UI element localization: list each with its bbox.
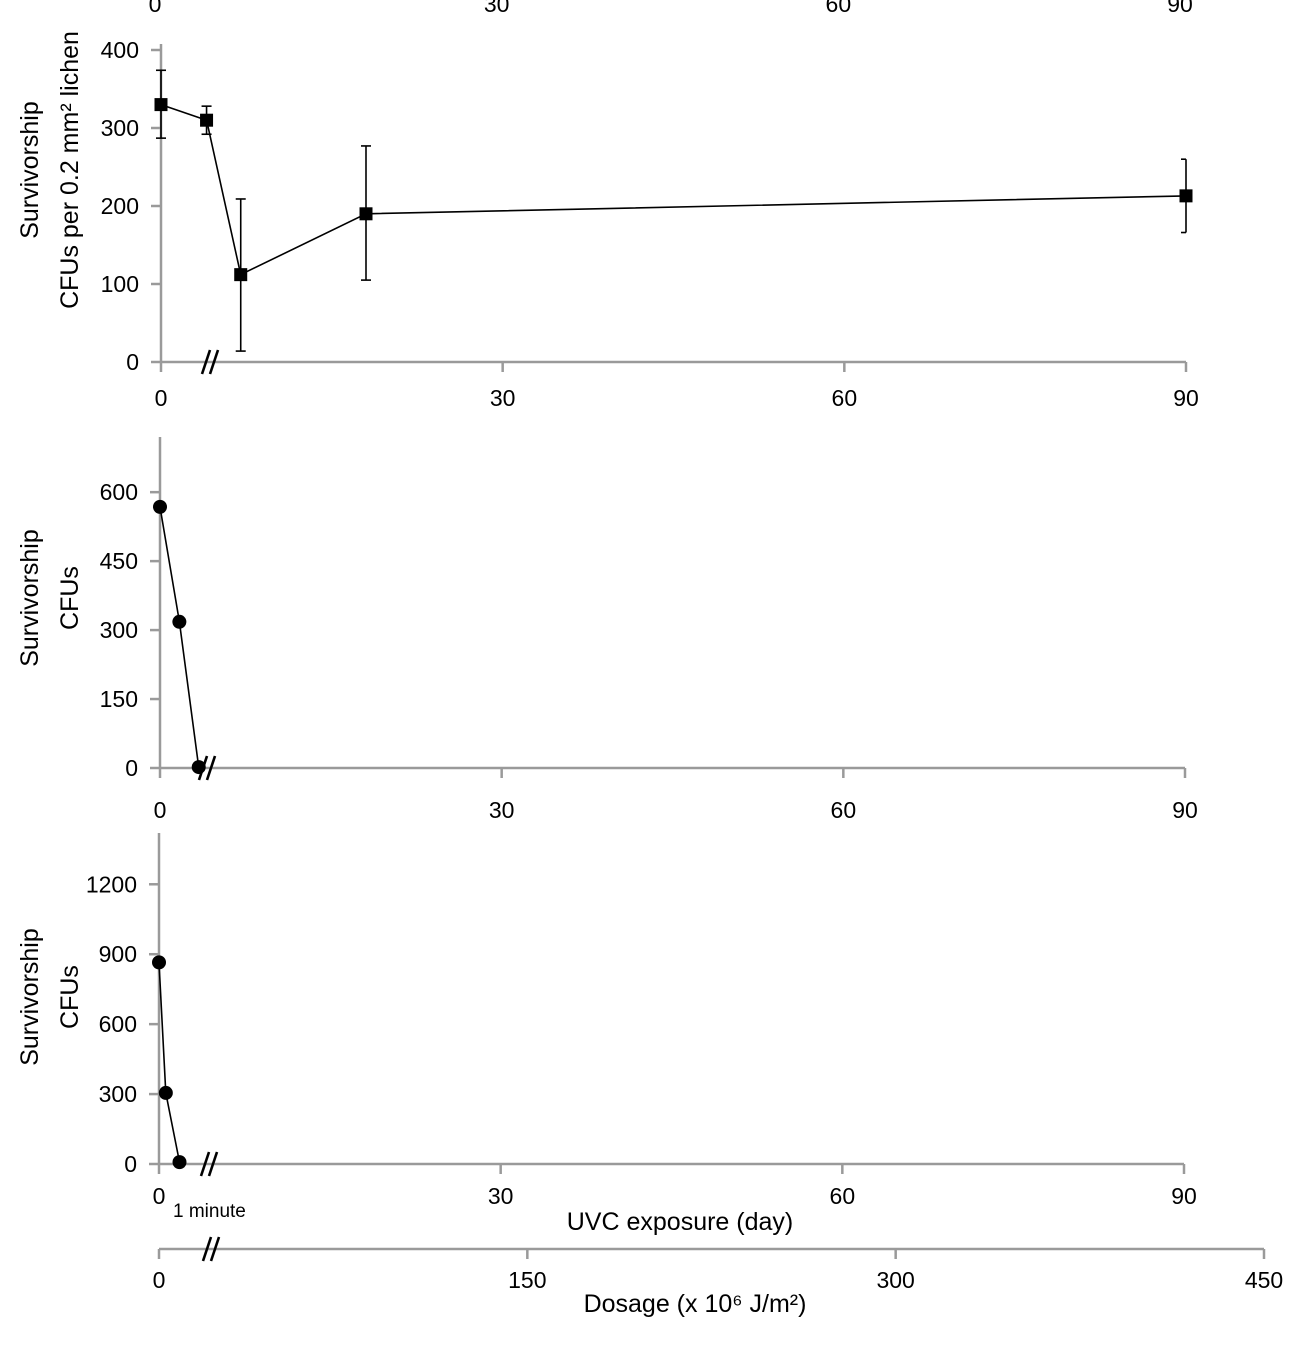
dosage-tick-label: 150 bbox=[508, 1267, 546, 1293]
axis-break-mark bbox=[208, 349, 220, 375]
x-tick-label: 0 bbox=[155, 385, 168, 411]
dosage-axis: 0 150 300 450 Dosage (x 10⁶ J/m²) bbox=[153, 1236, 1283, 1318]
x-tick-label: 60 bbox=[830, 1183, 856, 1209]
panel-cfus-per-lichen: 0 100 200 300 400 0 30 60 90 Survivorship CFUs per… bbox=[16, 31, 1199, 411]
data-point bbox=[153, 499, 167, 514]
data-point bbox=[191, 760, 206, 775]
axis-break-mark bbox=[199, 1151, 211, 1177]
y-axis-title: Survivorship bbox=[16, 529, 44, 667]
annotation-label: 1 minute bbox=[173, 1201, 246, 1222]
y-axis-title: Survivorship bbox=[16, 928, 44, 1066]
series-line bbox=[158, 962, 181, 1163]
data-point bbox=[158, 1085, 173, 1100]
x-tick-label: 60 bbox=[831, 797, 857, 823]
data-point bbox=[152, 955, 166, 970]
x-tick-label: 30 bbox=[490, 385, 516, 411]
top-x-tick-label: 60 bbox=[826, 0, 852, 17]
dosage-tick-label: 0 bbox=[153, 1267, 166, 1293]
y-tick-label: 0 bbox=[125, 755, 138, 781]
data-point bbox=[359, 207, 373, 221]
x-tick-label: 30 bbox=[489, 797, 515, 823]
x-tick-label: 90 bbox=[1172, 797, 1198, 823]
x-axis-title: UVC exposure (day) bbox=[567, 1208, 793, 1236]
dosage-tick-label: 300 bbox=[876, 1267, 914, 1293]
data-point bbox=[234, 268, 248, 282]
axis-break-mark bbox=[209, 1236, 221, 1262]
x-tick-label: 0 bbox=[154, 797, 167, 823]
axis-break-mark bbox=[205, 755, 217, 781]
top-x-tick-label: 90 bbox=[1167, 0, 1193, 17]
x-tick-label: 60 bbox=[832, 385, 858, 411]
y-tick-label: 0 bbox=[126, 349, 139, 375]
axis-break-mark bbox=[207, 1151, 219, 1177]
y-tick-label: 300 bbox=[101, 115, 139, 141]
y-axis-title: Survivorship bbox=[16, 101, 44, 239]
top-x-tick-label: 0 bbox=[149, 0, 162, 17]
y-tick-label: 600 bbox=[100, 479, 138, 505]
y-tick-label: 0 bbox=[124, 1151, 137, 1177]
y-axis-title: CFUs per 0.2 mm² lichen bbox=[56, 31, 84, 309]
dosage-axis-title: Dosage (x 10⁶ J/m²) bbox=[584, 1290, 807, 1318]
data-point bbox=[200, 113, 214, 127]
y-tick-label: 450 bbox=[100, 548, 138, 574]
x-tick-label: 90 bbox=[1173, 385, 1199, 411]
y-axis-title: CFUs bbox=[56, 965, 84, 1029]
data-point bbox=[1179, 189, 1193, 203]
y-tick-label: 150 bbox=[100, 686, 138, 712]
y-tick-label: 1200 bbox=[86, 871, 137, 897]
y-axis-title: CFUs bbox=[56, 566, 84, 630]
y-tick-label: 300 bbox=[100, 617, 138, 643]
y-tick-label: 100 bbox=[101, 271, 139, 297]
axis-break-mark bbox=[201, 1236, 213, 1262]
data-point bbox=[172, 614, 187, 629]
series-line bbox=[160, 103, 1187, 276]
dosage-tick-label: 450 bbox=[1245, 1267, 1283, 1293]
series-line bbox=[159, 506, 200, 768]
y-tick-label: 300 bbox=[99, 1081, 137, 1107]
y-tick-label: 600 bbox=[99, 1011, 137, 1037]
panel-cfus-middle: 0 150 300 450 600 0 30 60 90 Survivorship CFUs bbox=[16, 437, 1198, 823]
x-tick-label: 30 bbox=[488, 1183, 514, 1209]
x-tick-label: 90 bbox=[1171, 1183, 1197, 1209]
top-x-tick-label: 30 bbox=[484, 0, 510, 17]
y-tick-label: 200 bbox=[101, 193, 139, 219]
y-tick-label: 400 bbox=[101, 37, 139, 63]
top-cropped-x-axis: 0 30 60 90 bbox=[149, 0, 1193, 17]
x-tick-label: 0 bbox=[153, 1183, 166, 1209]
data-point bbox=[154, 98, 168, 112]
data-point bbox=[172, 1155, 187, 1170]
panel-cfus-bottom: 0 300 600 900 1200 0 30 60 90 Survivorship CFUs 1 m… bbox=[16, 833, 1197, 1236]
axis-break-mark bbox=[200, 349, 212, 375]
y-tick-label: 900 bbox=[99, 941, 137, 967]
